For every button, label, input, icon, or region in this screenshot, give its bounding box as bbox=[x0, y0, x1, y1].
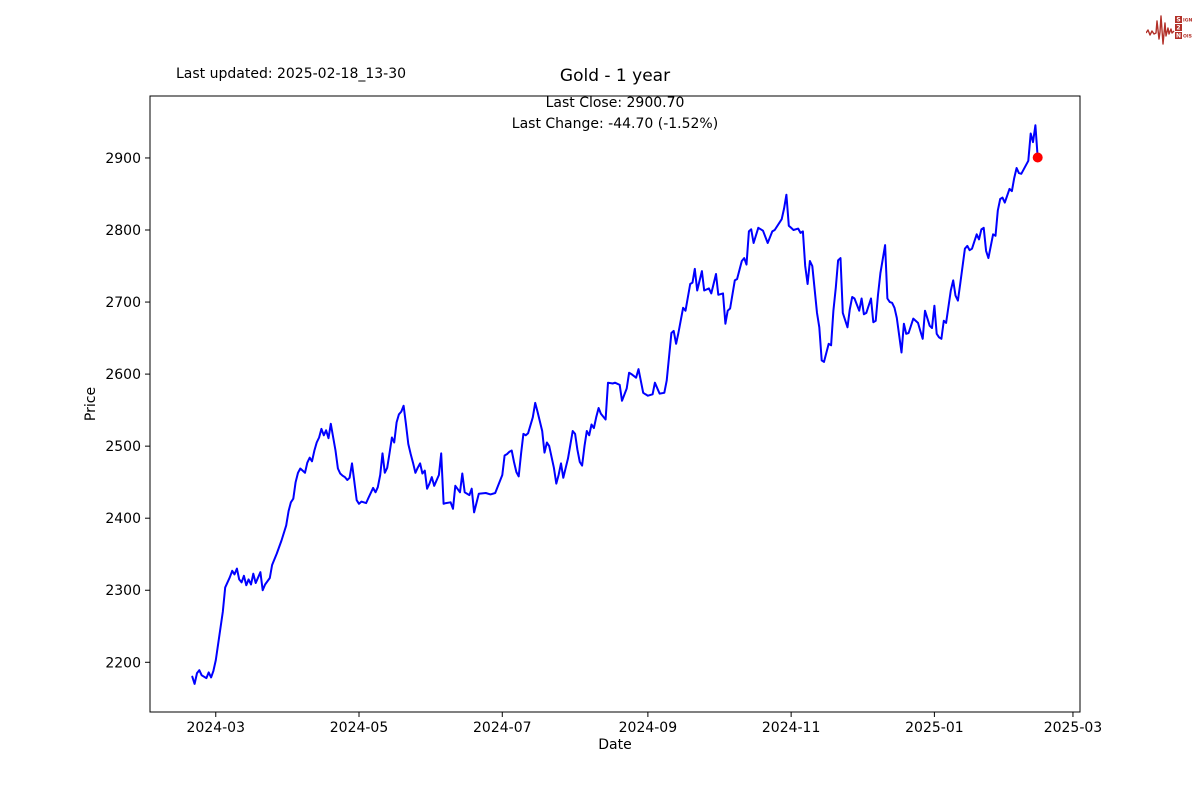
y-axis-label: Price bbox=[83, 386, 99, 422]
logo-number-2: 2 bbox=[1176, 25, 1180, 32]
x-tick-label: 2025-01 bbox=[905, 720, 964, 736]
y-tick-label: 2800 bbox=[105, 223, 141, 239]
y-tick-label: 2700 bbox=[105, 295, 141, 311]
logo-wordmark: S IGNAL 2 N OISE bbox=[1175, 16, 1192, 40]
logo-box-2 bbox=[1175, 24, 1182, 31]
heartbeat-waveform-icon bbox=[1146, 15, 1175, 45]
last-price-marker bbox=[1032, 152, 1043, 163]
x-tick-label: 2024-11 bbox=[762, 720, 821, 736]
y-tick-label: 2600 bbox=[105, 367, 141, 383]
x-tick-label: 2024-05 bbox=[330, 720, 389, 736]
signal-2-noise-logo: S IGNAL 2 N OISE bbox=[1146, 15, 1192, 45]
y-tick-label: 2200 bbox=[105, 655, 141, 671]
chart-title: Gold - 1 year bbox=[559, 66, 671, 86]
x-tick-label: 2024-07 bbox=[473, 720, 532, 736]
logo-letter-s: S bbox=[1176, 17, 1180, 24]
logo-box-s bbox=[1175, 16, 1182, 23]
x-tick-label: 2025-03 bbox=[1044, 720, 1103, 736]
logo-letter-n: N bbox=[1176, 33, 1181, 40]
price-line bbox=[191, 124, 1039, 685]
logo-box-n bbox=[1175, 32, 1182, 39]
y-tick-label: 2500 bbox=[105, 439, 141, 455]
x-axis-label: Date bbox=[598, 737, 632, 753]
last-updated-text: Last updated: 2025-02-18_13-30 bbox=[176, 66, 407, 82]
logo-text-ignal: IGNAL bbox=[1183, 18, 1192, 24]
x-tick-label: 2024-03 bbox=[187, 720, 246, 736]
plot-frame bbox=[149, 95, 1081, 713]
y-tick-label: 2400 bbox=[105, 511, 141, 527]
y-tick-label: 2900 bbox=[105, 151, 141, 167]
y-tick-label: 2300 bbox=[105, 583, 141, 599]
x-tick-label: 2024-09 bbox=[619, 720, 678, 736]
logo-text-oise: OISE bbox=[1183, 34, 1192, 40]
